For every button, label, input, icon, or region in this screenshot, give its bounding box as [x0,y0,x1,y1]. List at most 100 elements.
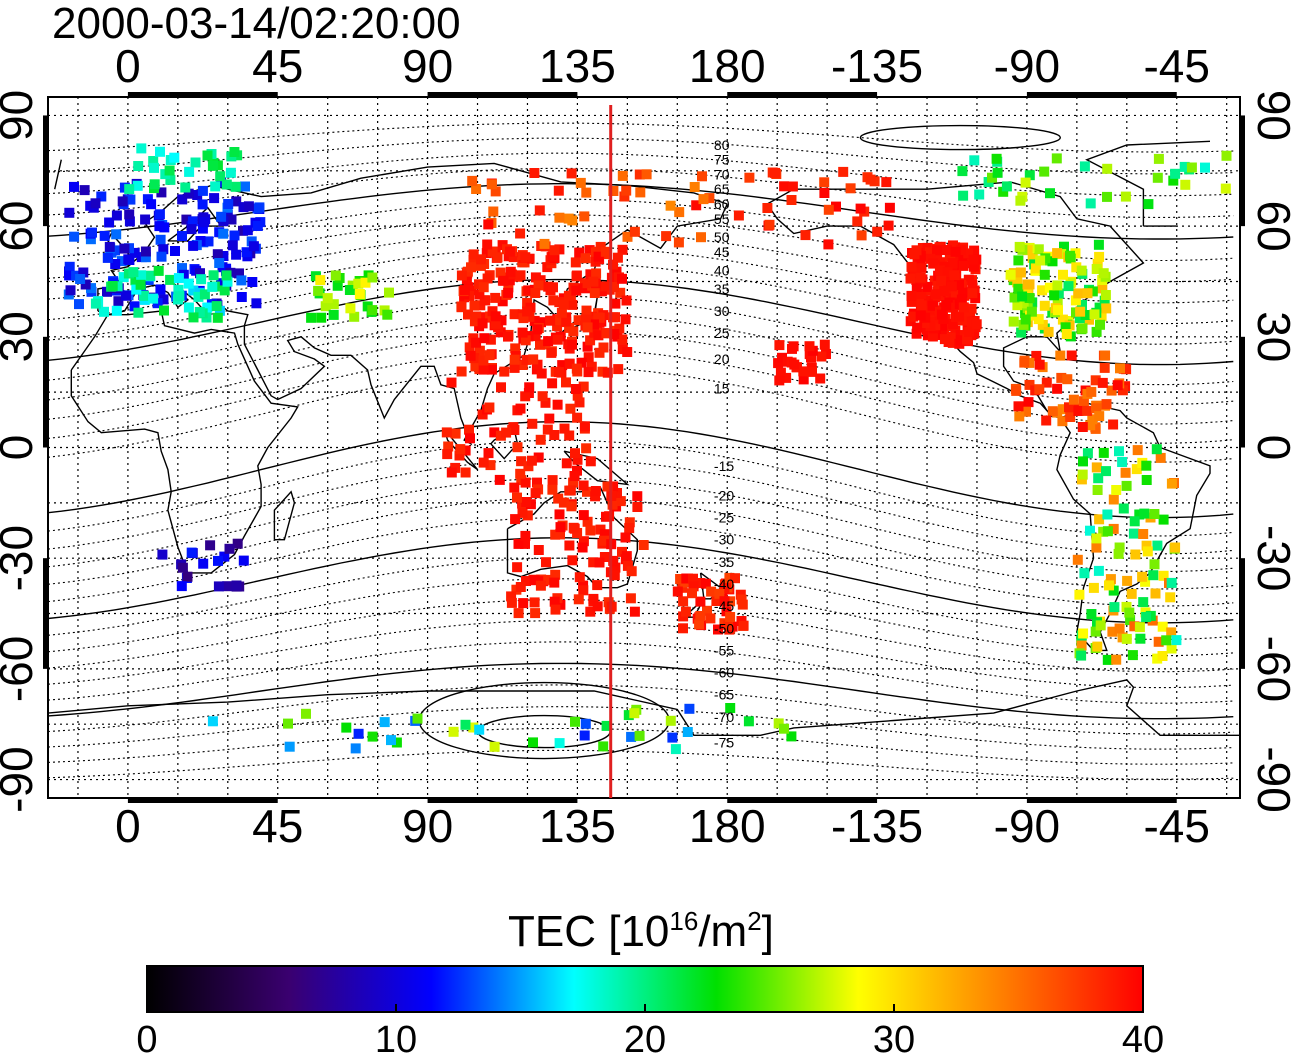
tec-point-south-america [1125,615,1136,626]
tec-point-southeast-asia [552,399,563,410]
tec-point-east-asia [463,309,473,320]
tec-point-north-america-east [1080,310,1091,320]
tec-point-south-america [1161,635,1172,646]
tec-point-siberia [661,231,672,242]
tec-point-new-zealand [688,573,698,584]
tec-point-southeast-asia [585,456,596,467]
tec-point-east-asia [508,252,519,263]
tec-point-east-asia [490,311,501,322]
tec-point-new-zealand [723,620,734,631]
tec-point-australia [578,510,589,521]
tec-point-north-america-east [1039,300,1050,311]
tec-point-pacific-north [852,216,863,227]
tec-point-southeast-asia [455,444,466,455]
tec-point-australia [602,481,613,492]
tec-point-southeast-asia [515,468,526,479]
tec-point-north-america-east [1092,258,1103,269]
tec-point-east-asia [617,273,627,284]
tec-point-australia [632,502,643,512]
tec-point-antarctica [743,716,754,727]
tec-point-south-america [1079,568,1090,579]
tec-point-east-asia [536,317,546,328]
tec-point-antarctica [528,737,538,748]
tec-point-hawaii [819,339,830,350]
tec-point-australia [578,585,589,596]
tec-point-east-asia [617,334,628,345]
tec-point-siberia [673,237,684,248]
tec-point-europe [243,201,254,212]
colorbar-title: TEC [1016/m2] [508,906,774,956]
tec-point-north-america-east [1070,295,1081,306]
tec-point-north-america-east [1027,252,1038,263]
tec-point-australia [513,608,524,619]
tec-point-new-zealand [711,596,722,606]
tec-point-new-zealand [694,619,705,630]
tec-point-new-zealand [719,596,730,607]
tec-point-north-america-east [1058,269,1068,280]
tec-point-europe-south [148,293,159,304]
tec-point-australia [564,540,575,551]
frame-scale-bars [43,92,1245,803]
tec-point-east-asia [594,347,605,358]
tec-point-europe [140,214,151,225]
tec-point-north-america-west [954,311,965,322]
bottom-tick-label: 90 [402,800,453,852]
tec-point-australia [608,555,619,566]
tec-point-europe [140,252,151,263]
tec-point-east-asia [466,262,476,273]
tec-point-north-america-east [1014,241,1025,252]
tec-point-antarctica [386,735,396,746]
tec-point-europe [216,177,227,188]
tec-point-antarctica [367,731,378,742]
tec-point-south-america [1135,633,1146,644]
tec-point-east-asia [535,339,545,350]
tec-point-australia [599,529,610,540]
contour-line [48,421,1234,519]
tec-point-central-asia [330,270,341,281]
tec-point-east-asia [482,273,493,284]
tec-point-australia [512,562,523,573]
tec-point-arctic-america [1170,168,1181,179]
tec-point-europe [236,292,247,302]
tec-point-east-asia [586,361,597,372]
tec-point-north-america-west [936,309,947,320]
tec-point-australia [555,522,566,533]
tec-point-north-america-west [905,273,916,284]
tec-point-pacific-north [865,174,876,185]
tec-point-caribbean [1077,422,1088,432]
tec-point-europe-south [199,289,210,300]
tec-point-southeast-asia [540,397,551,408]
tec-point-southeast-asia [570,384,581,394]
right-latitude-axis: 90 60 30 0 -30 -60 -90 [1248,90,1292,813]
tec-point-southeast-asia [561,458,572,469]
tec-point-europe-north [190,157,201,168]
tec-point-south-america [1141,475,1152,485]
tec-point-south-america [1121,601,1132,612]
tec-point-east-asia [571,285,582,296]
tec-point-europe-south [173,273,184,284]
tec-point-south-america [1091,462,1102,473]
tec-point-antarctica [725,703,736,713]
frame-bar-bottom [127,798,278,803]
tec-point-pacific-north [819,188,830,198]
tec-point-north-america-east [1094,302,1105,313]
tec-point-east-asia [481,248,492,259]
tec-point-north-america-west [947,258,958,269]
coastline-path [48,679,1240,736]
tec-point-south-africa [219,551,230,562]
tec-point-europe [111,229,122,240]
tec-point-north-america-west [922,281,933,292]
tec-point-europe-south [212,312,223,323]
tec-point-europe-north [148,156,159,166]
tec-point-east-asia [469,300,480,311]
tec-point-southeast-asia [512,442,523,453]
contour-label: 60 [714,196,730,212]
tec-point-arctic-america [1102,163,1113,174]
tec-point-north-america-west [911,282,922,292]
tec-point-south-africa [232,538,243,549]
tec-point-europe [65,285,76,296]
tec-point-europe [197,199,208,210]
tec-point-east-asia [468,255,479,265]
tec-point-south-america [1157,621,1168,632]
tec-point-europe-north [165,174,176,185]
